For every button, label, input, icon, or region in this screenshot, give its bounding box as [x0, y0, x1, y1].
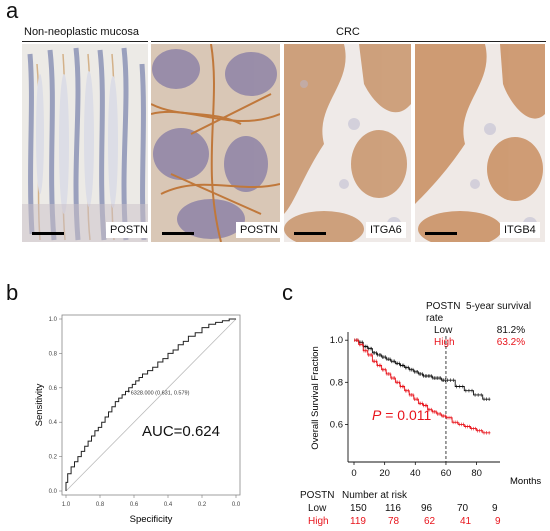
scale-bar-1	[32, 232, 64, 235]
km-legend-name: High	[434, 337, 455, 348]
group-label-non-neoplastic: Non-neoplastic mucosa	[24, 26, 139, 38]
risk-cell: 96	[421, 503, 433, 514]
micrograph-mucosa-postn	[22, 44, 148, 242]
panel-b-letter: b	[6, 280, 19, 305]
roc-y-tick-label: 0.6	[49, 386, 58, 392]
km-y-axis-label: Overall Survival Fraction	[310, 346, 321, 449]
roc-x-tick-label: 0.0	[232, 502, 241, 508]
stain-label-3: ITGA6	[366, 222, 406, 238]
risk-cell: 150	[350, 503, 367, 514]
risk-row-name: High	[308, 516, 329, 527]
risk-cell: 119	[350, 516, 366, 527]
scale-bar-2	[162, 232, 194, 235]
risk-cell: 41	[460, 516, 472, 527]
km-x-tick-label: 0	[351, 468, 356, 479]
km-legend-row-low: Low 81.2%	[426, 325, 550, 337]
risk-table: POSTN Number at risk Low 150 116 96 70 9…	[300, 490, 550, 530]
risk-row-name: Low	[308, 503, 327, 514]
risk-cell: 62	[424, 516, 436, 527]
roc-annotation-point	[127, 390, 130, 393]
roc-curve	[65, 318, 236, 491]
km-legend: POSTN 5-year survival rate Low 81.2% Hig…	[426, 301, 550, 349]
roc-y-tick-label: 0.8	[49, 351, 58, 357]
km-x-axis-label: Months	[510, 476, 541, 487]
roc-x-tick-label: 0.2	[198, 502, 207, 508]
panel-a-letter: a	[6, 0, 19, 23]
km-x-tick-label: 80	[471, 468, 482, 479]
scale-bar-3	[294, 232, 326, 235]
km-x-tick-label: 20	[379, 468, 390, 479]
micrograph-crc-postn	[151, 44, 280, 242]
roc-annotation: 6328.000 (0.631, 0.579)	[131, 390, 190, 396]
km-y-tick-label: 0.6	[330, 419, 343, 430]
km-legend-row-high: High 63.2%	[426, 337, 550, 349]
km-x-tick-label: 60	[441, 468, 452, 479]
roc-y-tick-label: 0.4	[49, 420, 58, 426]
risk-cell: 78	[388, 516, 400, 527]
km-p-value: P = 0.011	[372, 407, 432, 423]
risk-header-postn: POSTN	[300, 490, 335, 501]
risk-cell: 116	[385, 503, 401, 514]
km-legend-header-right: 5-year survival rate	[426, 301, 532, 324]
roc-x-tick-label: 1.0	[62, 502, 71, 508]
roc-x-tick-label: 0.6	[130, 502, 139, 508]
stain-label-4: ITGB4	[500, 222, 540, 238]
roc-x-tick-label: 0.8	[96, 502, 105, 508]
km-legend-rate: 81.2%	[496, 325, 526, 336]
scale-bar-4	[425, 232, 457, 235]
risk-cell: 9	[492, 503, 498, 514]
km-p-number: = 0.011	[381, 407, 431, 423]
risk-header-title: Number at risk	[342, 490, 408, 501]
km-y-tick-label: 1.0	[330, 335, 343, 346]
km-legend-rate: 63.2%	[496, 337, 526, 348]
risk-row-high: High 119 78 62 41 9	[300, 516, 550, 528]
group-rule-right	[151, 41, 546, 42]
km-legend-header: POSTN 5-year survival rate	[426, 301, 550, 325]
km-legend-header-left: POSTN	[426, 301, 461, 312]
roc-auc-label: AUC=0.624	[142, 423, 220, 440]
km-curve-low	[354, 339, 491, 400]
roc-y-tick-label: 1.0	[49, 317, 58, 323]
stain-label-1: POSTN	[106, 222, 152, 238]
roc-chart: 1.0 0.8 0.6 0.4 0.2 0.0 0.0 0.2 0.4 0.6 0.8 1.0 63…	[34, 314, 241, 525]
roc-y-tick-label: 0.0	[49, 489, 58, 495]
km-legend-name: Low	[434, 325, 453, 336]
roc-diagonal	[65, 318, 237, 492]
km-x-tick-label: 40	[410, 468, 421, 479]
micrograph-crc-itgb4	[415, 44, 545, 242]
group-rule-left	[22, 41, 148, 42]
roc-x-tick-label: 0.4	[164, 502, 173, 508]
risk-row-low: Low 150 116 96 70 9	[300, 503, 550, 515]
risk-cell: 70	[457, 503, 469, 514]
km-y-tick-label: 0.8	[330, 377, 343, 388]
risk-cell: 9	[495, 516, 501, 527]
roc-x-axis-label: Specificity	[130, 514, 173, 525]
group-label-crc: CRC	[336, 26, 360, 38]
micrograph-crc-itga6	[284, 44, 411, 242]
panel-c-letter: c	[282, 280, 293, 305]
km-chart: 0 20 40 60 80 0.6 0.8 1.0 P = 0.011 Months Ove…	[310, 332, 541, 487]
roc-y-axis-label: Sensitivity	[34, 383, 45, 426]
km-p-letter: P	[372, 407, 382, 423]
roc-plot-frame	[61, 314, 241, 496]
roc-y-tick-label: 0.2	[49, 455, 58, 461]
stain-label-2: POSTN	[236, 222, 282, 238]
